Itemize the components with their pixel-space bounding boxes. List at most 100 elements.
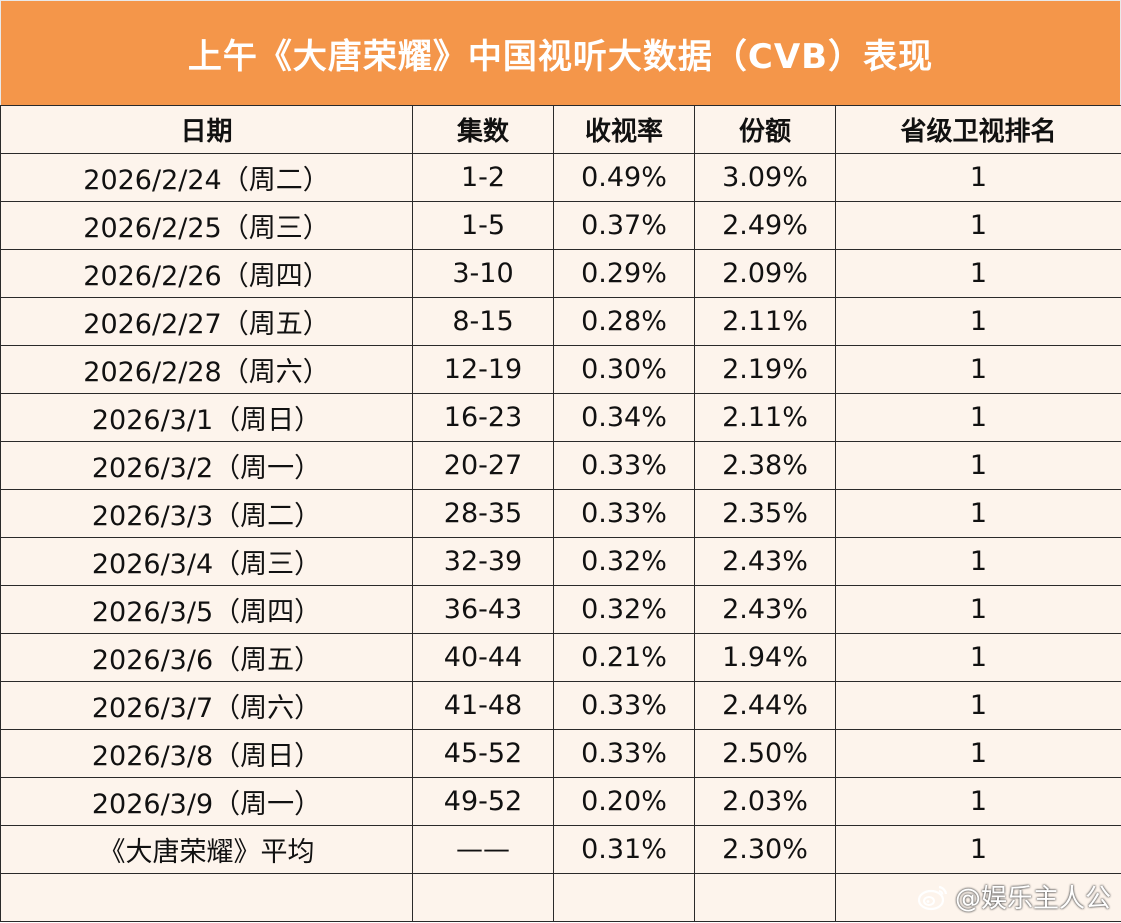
rating-cell: 0.32% xyxy=(553,537,695,586)
date-cell: 2026/3/4（周三） xyxy=(0,537,413,586)
share-cell: 3.09% xyxy=(694,153,836,202)
share-cell: 2.03% xyxy=(694,777,836,826)
rank-cell: 1 xyxy=(835,825,1121,874)
episodes-cell: —— xyxy=(412,825,554,874)
rating-cell: 0.37% xyxy=(553,201,695,250)
table-row: 2026/3/3（周二） 28-35 0.33% 2.35% 1 xyxy=(0,489,1121,538)
rank-cell: 1 xyxy=(835,681,1121,730)
rating-cell: 0.33% xyxy=(553,441,695,490)
date-cell: 2026/3/6（周五） xyxy=(0,633,413,682)
date-cell: 2026/2/26（周四） xyxy=(0,249,413,298)
rating-cell: 0.33% xyxy=(553,489,695,538)
table-row: 2026/3/1（周日） 16-23 0.34% 2.11% 1 xyxy=(0,393,1121,442)
date-cell: 2026/2/25（周三） xyxy=(0,201,413,250)
table-row: 2026/3/5（周四） 36-43 0.32% 2.43% 1 xyxy=(0,585,1121,634)
table-row: 2026/3/9（周一） 49-52 0.20% 2.03% 1 xyxy=(0,777,1121,826)
rank-cell: 1 xyxy=(835,153,1121,202)
episodes-cell: 32-39 xyxy=(412,537,554,586)
header-share: 份额 xyxy=(694,105,836,154)
episodes-cell: 1-2 xyxy=(412,153,554,202)
episodes-cell: 1-5 xyxy=(412,201,554,250)
episodes-cell: 8-15 xyxy=(412,297,554,346)
episodes-cell: 36-43 xyxy=(412,585,554,634)
share-cell: 2.19% xyxy=(694,345,836,394)
rank-cell: 1 xyxy=(835,345,1121,394)
date-cell: 《大唐荣耀》平均 xyxy=(0,825,413,874)
rating-cell: 0.32% xyxy=(553,585,695,634)
episodes-cell: 16-23 xyxy=(412,393,554,442)
episodes-cell: 41-48 xyxy=(412,681,554,730)
watermark: @娱乐主人公 xyxy=(917,878,1111,915)
rating-cell xyxy=(553,873,695,922)
date-cell: 2026/2/24（周二） xyxy=(0,153,413,202)
episodes-cell xyxy=(412,873,554,922)
date-cell: 2026/2/28（周六） xyxy=(0,345,413,394)
rating-cell: 0.33% xyxy=(553,681,695,730)
share-cell: 1.94% xyxy=(694,633,836,682)
share-cell: 2.38% xyxy=(694,441,836,490)
share-cell: 2.50% xyxy=(694,729,836,778)
table-row: 2026/2/26（周四） 3-10 0.29% 2.09% 1 xyxy=(0,249,1121,298)
episodes-cell: 28-35 xyxy=(412,489,554,538)
table-row: 2026/2/27（周五） 8-15 0.28% 2.11% 1 xyxy=(0,297,1121,346)
table-row: 2026/2/25（周三） 1-5 0.37% 2.49% 1 xyxy=(0,201,1121,250)
episodes-cell: 40-44 xyxy=(412,633,554,682)
header-rating: 收视率 xyxy=(553,105,695,154)
share-cell: 2.49% xyxy=(694,201,836,250)
date-cell: 2026/3/8（周日） xyxy=(0,729,413,778)
table-body: 2026/2/24（周二） 1-2 0.49% 3.09% 1 2026/2/25（周三）… xyxy=(0,153,1121,922)
rank-cell: 1 xyxy=(835,633,1121,682)
date-cell xyxy=(0,873,413,922)
table-header-row: 日期 集数 收视率 份额 省级卫视排名 xyxy=(0,105,1121,154)
table-row: 2026/3/6（周五） 40-44 0.21% 1.94% 1 xyxy=(0,633,1121,682)
weibo-icon xyxy=(917,883,949,911)
rating-cell: 0.20% xyxy=(553,777,695,826)
rank-cell xyxy=(835,873,1121,922)
table-row: 2026/3/8（周日） 45-52 0.33% 2.50% 1 xyxy=(0,729,1121,778)
share-cell: 2.11% xyxy=(694,297,836,346)
share-cell: 2.11% xyxy=(694,393,836,442)
date-cell: 2026/3/3（周二） xyxy=(0,489,413,538)
table-row: 《大唐荣耀》平均 —— 0.31% 2.30% 1 xyxy=(0,825,1121,874)
header-date: 日期 xyxy=(0,105,413,154)
watermark-text: @娱乐主人公 xyxy=(954,884,1111,914)
episodes-cell: 12-19 xyxy=(412,345,554,394)
rank-cell: 1 xyxy=(835,297,1121,346)
date-cell: 2026/3/5（周四） xyxy=(0,585,413,634)
date-cell: 2026/2/27（周五） xyxy=(0,297,413,346)
header-episodes: 集数 xyxy=(412,105,554,154)
share-cell xyxy=(694,873,836,922)
share-cell: 2.30% xyxy=(694,825,836,874)
rating-cell: 0.30% xyxy=(553,345,695,394)
episodes-cell: 3-10 xyxy=(412,249,554,298)
rank-cell: 1 xyxy=(835,249,1121,298)
date-cell: 2026/3/1（周日） xyxy=(0,393,413,442)
page-title: 上午《大唐荣耀》中国视听大数据（CVB）表现 xyxy=(0,0,1121,105)
share-cell: 2.44% xyxy=(694,681,836,730)
rank-cell: 1 xyxy=(835,393,1121,442)
share-cell: 2.35% xyxy=(694,489,836,538)
share-cell: 2.09% xyxy=(694,249,836,298)
date-cell: 2026/3/9（周一） xyxy=(0,777,413,826)
ratings-table: 日期 集数 收视率 份额 省级卫视排名 2026/2/24（周二） 1-2 0.49% 3.0… xyxy=(0,105,1121,922)
rank-cell: 1 xyxy=(835,201,1121,250)
rating-cell: 0.21% xyxy=(553,633,695,682)
table-row: 2026/2/28（周六） 12-19 0.30% 2.19% 1 xyxy=(0,345,1121,394)
table-row: 2026/3/2（周一） 20-27 0.33% 2.38% 1 xyxy=(0,441,1121,490)
rating-cell: 0.31% xyxy=(553,825,695,874)
table-row: 2026/3/4（周三） 32-39 0.32% 2.43% 1 xyxy=(0,537,1121,586)
rating-cell: 0.49% xyxy=(553,153,695,202)
episodes-cell: 49-52 xyxy=(412,777,554,826)
rating-cell: 0.33% xyxy=(553,729,695,778)
rank-cell: 1 xyxy=(835,777,1121,826)
episodes-cell: 45-52 xyxy=(412,729,554,778)
rating-cell: 0.34% xyxy=(553,393,695,442)
table-row: 2026/3/7（周六） 41-48 0.33% 2.44% 1 xyxy=(0,681,1121,730)
table-row xyxy=(0,873,1121,922)
rating-cell: 0.28% xyxy=(553,297,695,346)
rank-cell: 1 xyxy=(835,441,1121,490)
share-cell: 2.43% xyxy=(694,537,836,586)
rank-cell: 1 xyxy=(835,537,1121,586)
rank-cell: 1 xyxy=(835,489,1121,538)
